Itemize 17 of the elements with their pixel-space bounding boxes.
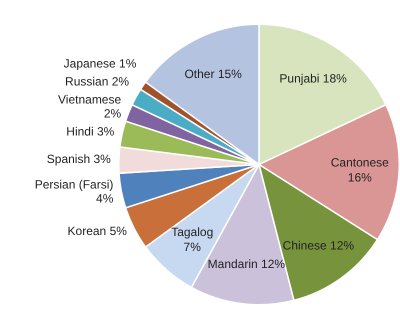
data-label: 2% bbox=[104, 106, 122, 120]
slice-label: Other 15% bbox=[184, 66, 242, 81]
slice-label: Mandarin 12% bbox=[208, 256, 286, 271]
slice-label: Cantonese bbox=[330, 156, 390, 170]
slice-label: Hindi 3% bbox=[66, 124, 115, 138]
slice-label: Vietnamese bbox=[58, 92, 122, 106]
data-label: 16% bbox=[348, 170, 372, 185]
slice-label: Persian (Farsi) bbox=[34, 178, 114, 192]
slice-label: Japanese 1% bbox=[64, 56, 137, 70]
slice-label: Punjabi 18% bbox=[279, 72, 348, 86]
slice-label: Spanish 3% bbox=[46, 152, 112, 166]
slice-label: Korean 5% bbox=[68, 224, 128, 238]
data-label: 4% bbox=[96, 192, 114, 206]
data-label: 7% bbox=[184, 240, 202, 254]
slice-label: Russian 2% bbox=[65, 74, 130, 88]
slice-label: Tagalog bbox=[171, 225, 214, 240]
slice-label: Chinese 12% bbox=[282, 238, 354, 253]
